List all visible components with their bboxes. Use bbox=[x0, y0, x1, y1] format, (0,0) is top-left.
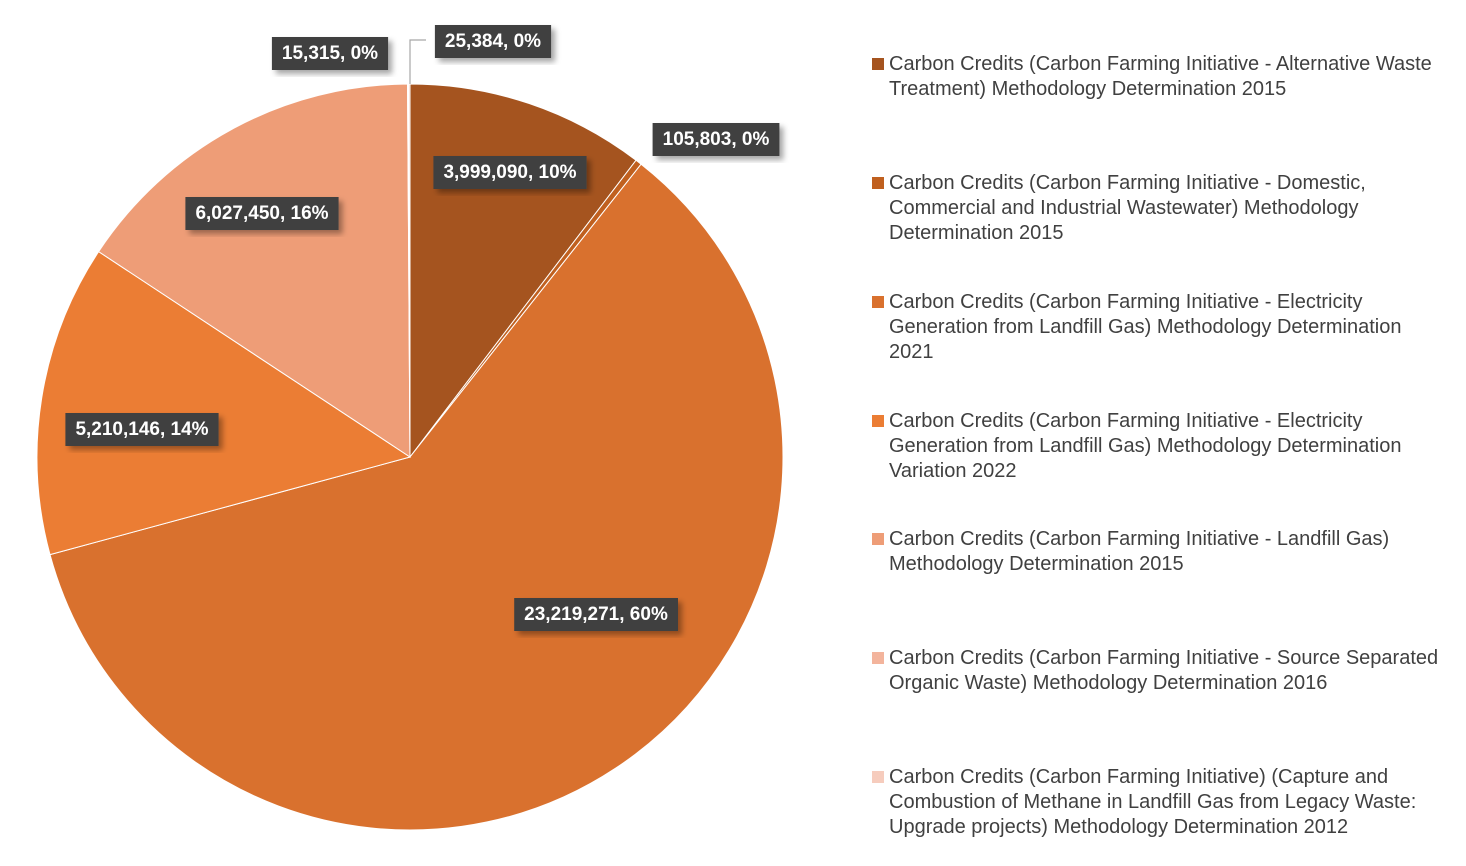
legend-item: Carbon Credits (Carbon Farming Initiativ… bbox=[872, 52, 1442, 102]
data-label-box bbox=[433, 156, 587, 189]
legend-label: Carbon Credits (Carbon Farming Initiativ… bbox=[889, 172, 1366, 244]
legend-swatch bbox=[872, 296, 884, 308]
legend-item: Carbon Credits (Carbon Farming Initiativ… bbox=[872, 290, 1442, 365]
legend-swatch bbox=[872, 771, 884, 783]
legend-label: Carbon Credits (Carbon Farming Initiativ… bbox=[889, 410, 1402, 482]
data-label-text: 3,999,090, 10% bbox=[443, 162, 576, 183]
data-label-box bbox=[652, 123, 780, 156]
legend-item: Carbon Credits (Carbon Farming Initiativ… bbox=[872, 527, 1442, 577]
data-label: 5,210,146, 14% bbox=[65, 413, 219, 446]
legend-label: Carbon Credits (Carbon Farming Initiativ… bbox=[889, 766, 1417, 838]
leader-line bbox=[409, 39, 426, 84]
data-label-box bbox=[271, 37, 389, 70]
data-label: 15,315, 0% bbox=[271, 37, 389, 70]
data-label-box bbox=[65, 413, 219, 446]
data-label: 105,803, 0% bbox=[652, 123, 780, 156]
legend-swatch bbox=[872, 533, 884, 545]
legend-swatch bbox=[872, 177, 884, 189]
data-label-text: 23,219,271, 60% bbox=[524, 604, 668, 625]
data-label: 25,384, 0% bbox=[434, 25, 552, 58]
legend-label: Carbon Credits (Carbon Farming Initiativ… bbox=[889, 647, 1439, 694]
data-label: 6,027,450, 16% bbox=[185, 197, 339, 230]
data-label-box bbox=[185, 197, 339, 230]
legend-swatch bbox=[872, 415, 884, 427]
data-label: 3,999,090, 10% bbox=[433, 156, 587, 189]
data-label-box bbox=[514, 598, 678, 631]
legend-swatch bbox=[872, 58, 884, 70]
legend-item: Carbon Credits (Carbon Farming Initiativ… bbox=[872, 646, 1442, 696]
legend-label: Carbon Credits (Carbon Farming Initiativ… bbox=[889, 291, 1402, 363]
legend-item: Carbon Credits (Carbon Farming Initiativ… bbox=[872, 171, 1442, 246]
data-label-box bbox=[434, 25, 552, 58]
legend-label: Carbon Credits (Carbon Farming Initiativ… bbox=[889, 528, 1390, 575]
pie-chart: 3,999,090, 10% 105,803, 0% 23,219,271, 60%… bbox=[36, 25, 784, 831]
legend-label: Carbon Credits (Carbon Farming Initiativ… bbox=[889, 53, 1432, 100]
data-label-text: 5,210,146, 14% bbox=[75, 419, 208, 440]
pie-slice bbox=[97, 83, 411, 458]
pie-slice bbox=[36, 250, 412, 556]
data-label-text: 25,384, 0% bbox=[445, 31, 541, 52]
data-label: 23,219,271, 60% bbox=[514, 598, 678, 631]
legend-swatch bbox=[872, 652, 884, 664]
data-label-text: 105,803, 0% bbox=[663, 129, 770, 150]
legend-item: Carbon Credits (Carbon Farming Initiativ… bbox=[872, 409, 1442, 484]
pie-slice bbox=[49, 163, 784, 831]
legend-item: Carbon Credits (Carbon Farming Initiativ… bbox=[872, 765, 1442, 840]
data-label-text: 6,027,450, 16% bbox=[195, 203, 328, 224]
data-label-text: 15,315, 0% bbox=[282, 43, 378, 64]
